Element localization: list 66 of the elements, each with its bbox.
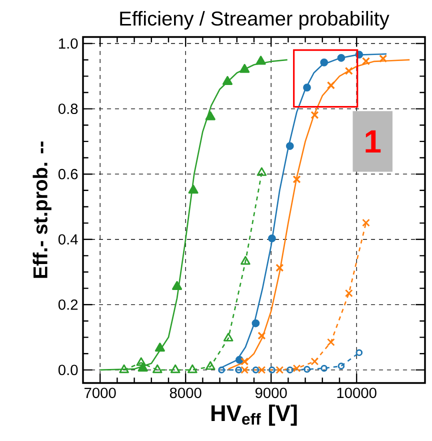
point xyxy=(223,332,234,342)
point xyxy=(256,167,267,176)
y-axis-title: Eff.- st.prob. -- xyxy=(32,142,52,278)
y-tick-label: 0.4 xyxy=(58,234,78,245)
point xyxy=(303,84,311,92)
point xyxy=(152,364,162,374)
point xyxy=(240,366,249,374)
point xyxy=(276,366,284,374)
line-series xyxy=(99,59,288,371)
x-axis-title: HV$_{eff}$ [V] xyxy=(211,404,297,426)
line-series xyxy=(228,59,410,370)
point xyxy=(286,366,294,374)
annotation: 1 xyxy=(366,130,381,152)
point xyxy=(240,256,250,265)
point xyxy=(205,111,216,120)
point xyxy=(276,264,284,272)
point xyxy=(252,319,260,328)
point xyxy=(268,366,276,374)
point xyxy=(258,332,266,340)
y-tick-label: 0.2 xyxy=(58,299,78,310)
point xyxy=(256,56,266,65)
y-tick-label: 0.6 xyxy=(58,168,78,180)
point xyxy=(362,57,370,66)
point xyxy=(218,366,225,374)
point xyxy=(252,366,260,374)
point xyxy=(235,366,242,374)
x-tick-label: 9000 xyxy=(255,388,287,398)
point xyxy=(338,362,345,370)
x-tick-label: 7000 xyxy=(84,388,116,398)
y-tick-label: 1.0 xyxy=(59,38,78,49)
point xyxy=(240,357,249,366)
chart-title: Efficieny / Streamer probability xyxy=(120,10,390,30)
y-tick-label: 0.8 xyxy=(58,104,78,114)
x-tick-label: 8000 xyxy=(170,388,202,398)
point xyxy=(170,364,180,374)
point xyxy=(258,366,266,374)
point xyxy=(310,358,319,366)
point xyxy=(310,110,319,120)
point xyxy=(292,364,301,372)
point xyxy=(356,349,363,356)
y-tick-label: 0.0 xyxy=(58,364,78,376)
point xyxy=(222,76,233,85)
point xyxy=(172,281,182,290)
point xyxy=(154,342,165,352)
point xyxy=(119,364,129,374)
point xyxy=(206,361,216,370)
point xyxy=(362,218,370,227)
point xyxy=(286,142,294,150)
point xyxy=(268,234,276,242)
point xyxy=(188,364,198,374)
point xyxy=(236,356,244,364)
point xyxy=(344,66,353,76)
point xyxy=(320,364,328,372)
point xyxy=(337,54,346,62)
point xyxy=(379,54,388,63)
point xyxy=(304,366,310,373)
point xyxy=(240,64,250,73)
point xyxy=(327,338,335,346)
point xyxy=(320,58,328,66)
x-tick-label: 10000 xyxy=(337,388,376,398)
point xyxy=(138,362,148,372)
point xyxy=(136,357,146,366)
point xyxy=(188,184,198,194)
point xyxy=(344,289,353,298)
point xyxy=(292,175,301,184)
point xyxy=(326,81,336,90)
